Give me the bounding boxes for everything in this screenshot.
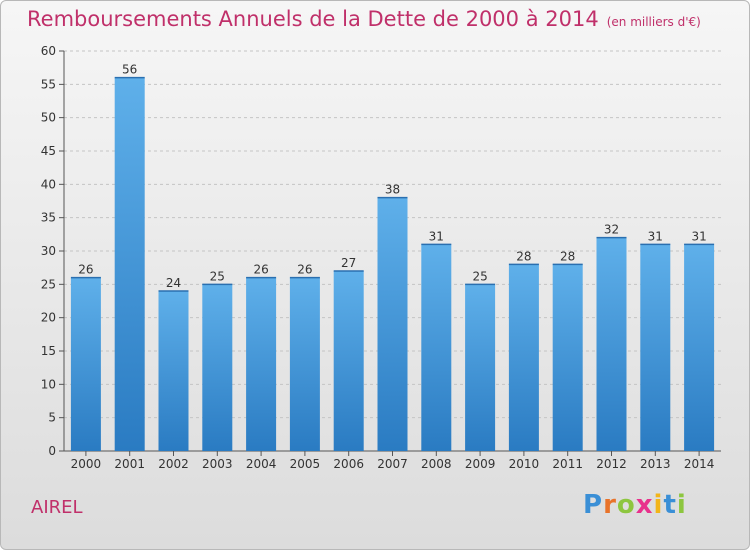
bar-2004 <box>246 277 277 451</box>
x-tick-label-2014: 2014 <box>684 457 715 471</box>
x-tick-label-2012: 2012 <box>596 457 627 471</box>
x-tick-label-2009: 2009 <box>465 457 496 471</box>
value-label-2000: 26 <box>78 263 93 277</box>
x-tick-label-2006: 2006 <box>333 457 364 471</box>
value-label-2007: 38 <box>385 183 400 197</box>
bar-2013 <box>640 244 671 451</box>
x-tick-label-2001: 2001 <box>114 457 145 471</box>
value-label-2005: 26 <box>297 263 312 277</box>
bar-2006 <box>333 271 364 451</box>
value-label-2003: 25 <box>210 269 225 283</box>
y-tick-label: 60 <box>41 44 56 58</box>
bar-2009 <box>465 284 496 451</box>
y-tick-label: 15 <box>41 344 56 358</box>
x-tick-label-2003: 2003 <box>202 457 233 471</box>
y-tick-label: 55 <box>41 77 56 91</box>
y-tick-label: 5 <box>48 411 56 425</box>
x-tick-label-2010: 2010 <box>509 457 540 471</box>
bar-2002 <box>158 291 189 451</box>
logo-letter: P <box>583 490 604 520</box>
y-tick-label: 40 <box>41 177 56 191</box>
value-label-2008: 31 <box>429 229 444 243</box>
y-tick-label: 10 <box>41 377 56 391</box>
bar-2010 <box>508 264 539 451</box>
logo-letter: o <box>616 490 636 520</box>
y-tick-label: 50 <box>41 111 56 125</box>
proxiti-logo: Proxiti <box>583 490 687 520</box>
value-label-2011: 28 <box>560 249 575 263</box>
chart-title: Remboursements Annuels de la Dette de 20… <box>27 7 701 31</box>
x-tick-label-2004: 2004 <box>246 457 277 471</box>
y-tick-label: 35 <box>41 211 56 225</box>
x-tick-label-2013: 2013 <box>640 457 671 471</box>
value-label-2006: 27 <box>341 256 356 270</box>
logo-letter: i <box>653 490 664 520</box>
value-label-2002: 24 <box>166 276 181 290</box>
chart-title-main: Remboursements Annuels de la Dette de 20… <box>27 7 599 31</box>
chart-title-unit: (en milliers d'€) <box>606 15 701 29</box>
bar-2000 <box>70 277 101 451</box>
value-label-2014: 31 <box>691 229 706 243</box>
logo-letter: x <box>635 490 654 520</box>
value-label-2010: 28 <box>516 249 531 263</box>
logo-letter: t <box>663 490 677 520</box>
value-label-2013: 31 <box>648 229 663 243</box>
commune-name: AIREL <box>31 497 83 518</box>
bar-2008 <box>421 244 452 451</box>
value-label-2004: 26 <box>253 263 268 277</box>
y-tick-label: 45 <box>41 144 56 158</box>
value-label-2001: 56 <box>122 63 137 77</box>
y-tick-label: 30 <box>41 244 56 258</box>
logo-letter: i <box>676 490 687 520</box>
value-label-2012: 32 <box>604 223 619 237</box>
x-tick-label-2002: 2002 <box>158 457 189 471</box>
x-tick-label-2000: 2000 <box>71 457 102 471</box>
logo-letter: r <box>603 490 617 520</box>
bar-2012 <box>596 237 627 451</box>
bar-2003 <box>202 284 233 451</box>
x-tick-label-2007: 2007 <box>377 457 408 471</box>
x-tick-label-2011: 2011 <box>552 457 583 471</box>
y-tick-label: 25 <box>41 277 56 291</box>
x-tick-label-2008: 2008 <box>421 457 452 471</box>
value-label-2009: 25 <box>472 269 487 283</box>
bar-2001 <box>114 77 145 452</box>
y-tick-label: 0 <box>48 444 56 458</box>
bar-2007 <box>377 197 408 451</box>
y-tick-label: 20 <box>41 311 56 325</box>
bar-2014 <box>684 244 715 451</box>
bar-2011 <box>552 264 583 451</box>
x-tick-label-2005: 2005 <box>290 457 321 471</box>
bar-2005 <box>289 277 320 451</box>
